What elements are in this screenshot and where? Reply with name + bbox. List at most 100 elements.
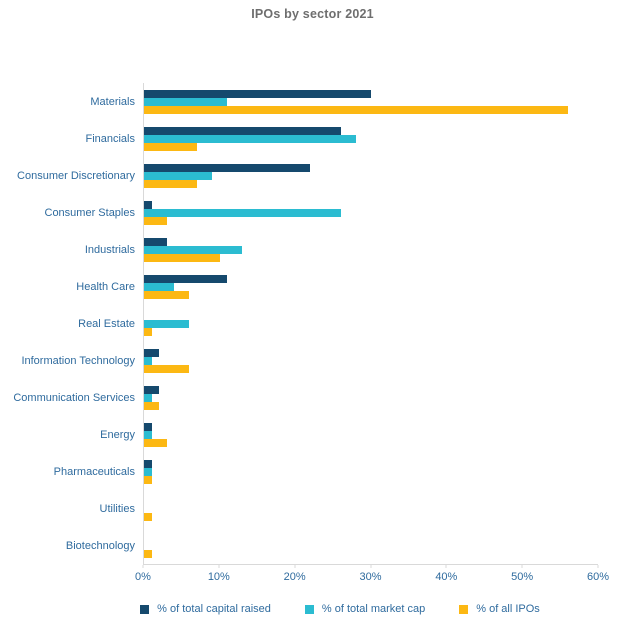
bar-capital-raised: [144, 200, 152, 209]
axis-tick-label: 0%: [135, 571, 151, 583]
bar-all-ipos: [144, 549, 152, 558]
bar-market-cap: [144, 134, 356, 143]
bar-group: [143, 490, 598, 527]
axis-tick: [370, 565, 371, 568]
bar-all-ipos: [144, 142, 197, 151]
category-label: Utilities: [99, 502, 135, 515]
legend-swatch-all-ipos-icon: [459, 604, 469, 614]
category-label: Industrials: [84, 243, 135, 256]
chart-row: Utilities: [0, 490, 625, 527]
axis-tick: [294, 565, 296, 568]
bar-capital-raised: [144, 348, 160, 357]
bar-group: [143, 194, 598, 231]
bar-capital-raised: [144, 89, 371, 98]
category-label: Consumer Staples: [44, 206, 136, 219]
legend-label-all-ipos: % of all IPOs: [476, 603, 540, 615]
bar-group: [143, 268, 598, 305]
bar-capital-raised: [144, 422, 152, 431]
bar-all-ipos: [144, 327, 152, 336]
bar-all-ipos: [144, 512, 152, 521]
chart-row: Financials: [0, 120, 625, 157]
bar-all-ipos: [144, 253, 220, 262]
bar-capital-raised: [144, 385, 160, 394]
bar-all-ipos: [144, 364, 190, 373]
axis-tick-label: 60%: [586, 571, 610, 583]
legend-label-market-cap: % of total market cap: [321, 603, 426, 615]
bar-market-cap: [144, 282, 175, 291]
axis-tick: [218, 565, 220, 568]
legend: % of total capital raised % of total mar…: [0, 603, 625, 615]
bar-group: [143, 527, 598, 564]
bar-capital-raised: [144, 274, 228, 283]
category-label: Consumer Discretionary: [17, 169, 135, 182]
bar-group: [143, 231, 598, 268]
bar-all-ipos: [144, 475, 152, 484]
chart-row: Pharmaceuticals: [0, 453, 625, 490]
bar-all-ipos: [144, 438, 167, 447]
bar-capital-raised: [144, 126, 341, 135]
x-axis: 0% 10% 20% 30% 40% 50% 60%: [135, 564, 609, 591]
chart-row: Real Estate: [0, 305, 625, 342]
bar-all-ipos: [144, 105, 568, 114]
bar-market-cap: [144, 430, 152, 439]
bar-market-cap: [144, 97, 228, 106]
chart-row: Health Care: [0, 268, 625, 305]
chart-row: Information Technology: [0, 342, 625, 379]
bar-group: [143, 120, 598, 157]
bar-capital-raised: [144, 459, 152, 468]
bar-market-cap: [144, 171, 213, 180]
bar-all-ipos: [144, 216, 167, 225]
chart-row: Biotechnology: [0, 527, 625, 564]
legend-item-all-ipos: % of all IPOs: [459, 603, 540, 615]
bar-group: [143, 305, 598, 342]
legend-item-capital-raised: % of total capital raised: [140, 603, 271, 615]
bar-group: [143, 379, 598, 416]
bar-market-cap: [144, 208, 341, 217]
bar-group: [143, 453, 598, 490]
axis-tick: [445, 565, 447, 568]
axis-tick-label: 30%: [359, 571, 382, 583]
category-label: Real Estate: [78, 317, 135, 330]
chart-title: IPOs by sector 2021: [251, 7, 374, 21]
bar-all-ipos: [144, 179, 197, 188]
axis-tick: [597, 565, 599, 568]
category-label: Energy: [100, 428, 135, 441]
legend-swatch-market-cap-icon: [304, 604, 314, 614]
bar-market-cap: [144, 356, 152, 365]
axis-tick-label: 40%: [435, 571, 458, 583]
bar-all-ipos: [144, 401, 160, 410]
bar-capital-raised: [144, 237, 167, 246]
legend-swatch-capital-raised-icon: [140, 604, 150, 614]
category-label: Health Care: [76, 280, 135, 293]
axis-tick-label: 50%: [511, 571, 534, 583]
bar-market-cap: [144, 467, 152, 476]
category-label: Biotechnology: [65, 539, 135, 552]
bar-market-cap: [144, 245, 243, 254]
chart-row: Consumer Staples: [0, 194, 625, 231]
legend-label-capital-raised: % of total capital raised: [157, 603, 271, 615]
chart-row: Industrials: [0, 231, 625, 268]
category-label: Information Technology: [21, 354, 135, 367]
bar-group: [143, 157, 598, 194]
chart-row: Materials: [0, 83, 625, 120]
chart-row: Consumer Discretionary: [0, 157, 625, 194]
bar-chart: Materials Financials Consumer Discretionar…: [0, 83, 625, 615]
bar-group: [143, 83, 598, 120]
chart-row: Energy: [0, 416, 625, 453]
category-label: Materials: [90, 95, 135, 108]
axis-tick-label: 10%: [207, 571, 230, 583]
bar-group: [143, 342, 598, 379]
bar-market-cap: [144, 319, 190, 328]
plot-area: Materials Financials Consumer Discretionar…: [0, 83, 625, 564]
bar-group: [143, 416, 598, 453]
category-label: Financials: [85, 132, 135, 145]
bar-market-cap: [144, 393, 152, 402]
legend-item-market-cap: % of total market cap: [304, 603, 426, 615]
bar-all-ipos: [144, 290, 190, 299]
axis-tick-label: 20%: [283, 571, 306, 583]
axis-tick: [521, 565, 523, 568]
bar-capital-raised: [144, 163, 311, 172]
axis-tick: [142, 565, 144, 568]
category-label: Communication Services: [13, 391, 135, 404]
